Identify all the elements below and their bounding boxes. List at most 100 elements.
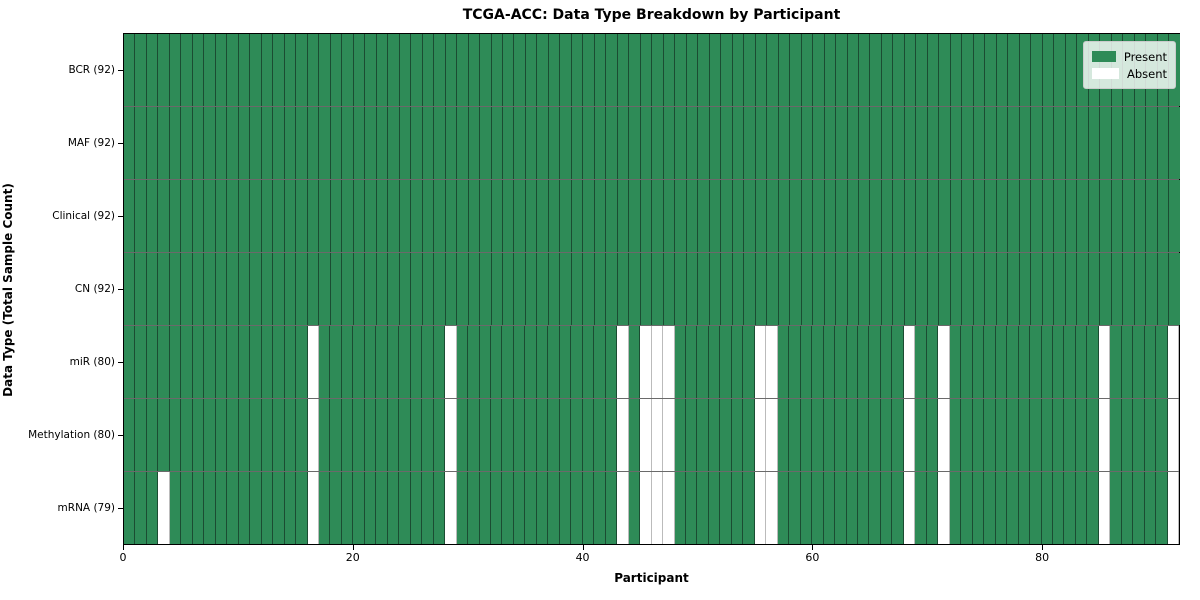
heatmap-cell: [846, 399, 858, 471]
heatmap-cell: [1121, 326, 1134, 398]
heatmap-cell: [342, 107, 354, 179]
heatmap-cell: [628, 472, 641, 544]
heatmap-cell: [1054, 34, 1066, 106]
heatmap-cell: [1065, 34, 1078, 106]
heatmap-cell: [743, 472, 755, 544]
y-tick-label-maf: MAF (92): [67, 136, 115, 149]
heatmap-cell: [468, 253, 481, 325]
heatmap-cell: [790, 253, 802, 325]
heatmap-cell: [1167, 472, 1180, 544]
heatmap-cell: [1146, 253, 1158, 325]
heatmap-cell: [984, 326, 996, 398]
heatmap-cell: [823, 326, 836, 398]
heatmap-cell: [835, 399, 847, 471]
heatmap-cell: [318, 326, 331, 398]
heatmap-cell: [720, 326, 732, 398]
heatmap-cell: [169, 180, 182, 252]
heatmap-cell: [732, 253, 745, 325]
heatmap-cell: [939, 253, 951, 325]
heatmap-cell: [548, 107, 561, 179]
heatmap-cell: [296, 399, 308, 471]
heatmap-cell: [1157, 253, 1170, 325]
heatmap-cell: [617, 472, 629, 544]
heatmap-row-mir: [124, 326, 1180, 399]
heatmap-cell: [1110, 399, 1122, 471]
heatmap-cell: [743, 326, 755, 398]
heatmap-cell: [686, 107, 699, 179]
heatmap-cell: [124, 180, 136, 252]
heatmap-cell: [652, 253, 664, 325]
heatmap-cell: [434, 253, 446, 325]
heatmap-cell: [502, 107, 515, 179]
heatmap-cell: [1075, 399, 1088, 471]
heatmap-cell: [813, 34, 825, 106]
heatmap-cell: [1019, 34, 1032, 106]
heatmap-cell: [330, 107, 343, 179]
x-tick-label: 20: [345, 551, 360, 564]
heatmap-cell: [950, 180, 963, 252]
heatmap-cell: [1123, 180, 1135, 252]
x-tick-label: 0: [119, 551, 127, 564]
heatmap-cell: [399, 34, 412, 106]
heatmap-cell: [663, 34, 676, 106]
heatmap-cell: [124, 399, 136, 471]
heatmap-cell: [215, 34, 228, 106]
heatmap-cell: [135, 107, 147, 179]
heatmap-cell: [261, 472, 274, 544]
heatmap-cell: [801, 107, 814, 179]
heatmap-cell: [330, 180, 343, 252]
heatmap-cell: [1019, 253, 1032, 325]
heatmap-cell: [146, 34, 159, 106]
heatmap-cell: [1008, 34, 1020, 106]
heatmap-cell: [1169, 180, 1180, 252]
heatmap-cell: [939, 34, 951, 106]
heatmap-cell: [583, 253, 595, 325]
heatmap-cell: [204, 326, 216, 398]
heatmap-cell: [892, 472, 904, 544]
heatmap-cell: [594, 253, 607, 325]
heatmap-cell: [778, 253, 791, 325]
legend-swatch-absent: [1092, 68, 1119, 79]
heatmap-cell: [721, 180, 733, 252]
heatmap-cell: [594, 472, 606, 544]
heatmap-cell: [399, 180, 412, 252]
heatmap-cell: [708, 326, 721, 398]
heatmap-cell: [514, 34, 526, 106]
heatmap-cell: [388, 107, 400, 179]
heatmap-cell: [1052, 399, 1065, 471]
heatmap-cell: [181, 34, 193, 106]
heatmap-cell: [995, 326, 1008, 398]
heatmap-cell: [456, 472, 469, 544]
heatmap-cell: [525, 253, 538, 325]
heatmap-cell: [767, 107, 779, 179]
heatmap-cell: [801, 180, 814, 252]
heatmap-cell: [767, 180, 779, 252]
heatmap-cell: [686, 253, 699, 325]
heatmap-cell: [836, 180, 848, 252]
heatmap-cell: [651, 399, 664, 471]
heatmap-cell: [365, 107, 377, 179]
heatmap-cell: [984, 472, 996, 544]
heatmap-cell: [548, 326, 560, 398]
heatmap-cell: [686, 34, 699, 106]
heatmap-cell: [755, 253, 768, 325]
y-axis-label: Data Type (Total Sample Count): [1, 183, 15, 397]
heatmap-cell: [571, 253, 584, 325]
heatmap-cell: [767, 34, 779, 106]
heatmap-cell: [1031, 34, 1043, 106]
heatmap-cell: [273, 107, 285, 179]
heatmap-cell: [859, 34, 871, 106]
heatmap-cell: [571, 326, 583, 398]
heatmap-cell: [318, 472, 331, 544]
heatmap-cell: [984, 399, 996, 471]
heatmap-cell: [1111, 253, 1124, 325]
heatmap-cell: [606, 253, 618, 325]
heatmap-cell: [468, 180, 481, 252]
heatmap-cell: [605, 326, 618, 398]
heatmap-cell: [1100, 107, 1112, 179]
heatmap-cell: [640, 472, 652, 544]
heatmap-cell: [250, 107, 262, 179]
heatmap-cell: [972, 326, 985, 398]
heatmap-cell: [353, 34, 366, 106]
heatmap-cell: [422, 107, 435, 179]
